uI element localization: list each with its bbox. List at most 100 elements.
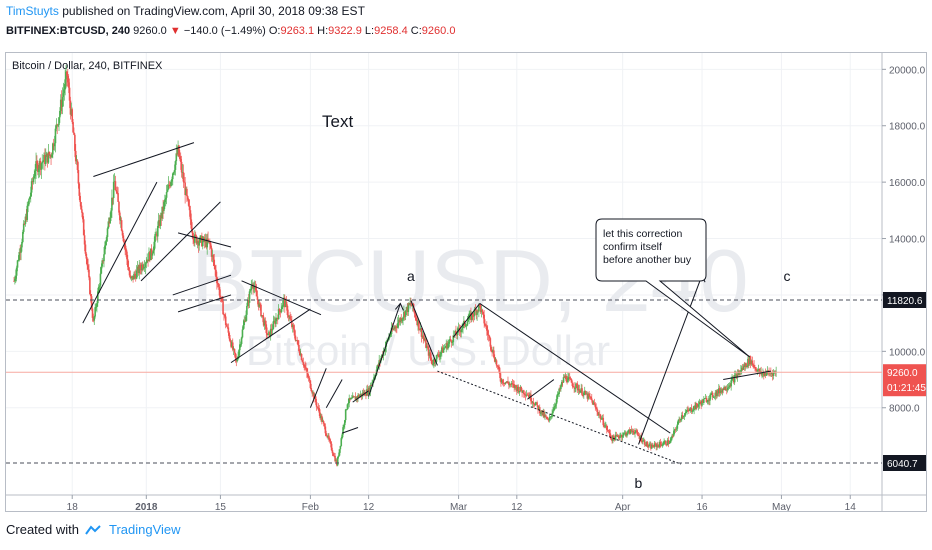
candle-body — [510, 382, 513, 385]
candle-body — [718, 388, 721, 393]
candle-body — [275, 318, 277, 325]
candle-body — [679, 419, 681, 421]
candle-body — [138, 264, 141, 274]
candle-body — [695, 403, 697, 409]
candle-body — [155, 233, 157, 235]
author-link[interactable]: TimStuyts — [6, 4, 59, 18]
last-price-value: 9260.0 — [133, 25, 167, 37]
candle-body — [371, 382, 373, 386]
callout-bubble — [595, 218, 751, 358]
candle-body — [771, 373, 774, 377]
candle-body — [80, 202, 82, 210]
candle-body — [529, 394, 531, 399]
candle-body — [271, 329, 274, 331]
candle-body — [232, 348, 235, 350]
candle-body — [173, 169, 176, 173]
candle-body — [605, 425, 607, 427]
candle-body — [432, 364, 434, 365]
candle-body — [696, 405, 699, 407]
candle-body — [634, 432, 636, 434]
candle-body — [556, 394, 559, 399]
candle-body — [142, 267, 145, 269]
candle-body — [274, 320, 276, 325]
candle-body — [242, 325, 245, 330]
candle-body — [748, 356, 751, 365]
candle-body — [261, 315, 264, 317]
candle-body — [530, 394, 532, 402]
open-label: O: — [268, 25, 281, 37]
candle-body — [561, 381, 564, 383]
high-value: 9322.9 — [328, 25, 362, 37]
candle-body — [680, 418, 682, 421]
candle-body — [135, 270, 138, 279]
candle-body — [172, 172, 175, 174]
candle-body — [294, 335, 297, 341]
candle-body — [426, 346, 428, 348]
candle-body — [494, 360, 497, 362]
candle-body — [42, 161, 44, 163]
candle-body — [319, 412, 321, 418]
candle-body — [196, 240, 199, 244]
candle-body — [147, 259, 149, 262]
candle-body — [201, 240, 204, 247]
candle-body — [389, 334, 392, 336]
candle-body — [314, 396, 317, 403]
candle-body — [39, 161, 42, 170]
candle-body — [447, 343, 449, 349]
callout-line: before another buy — [603, 254, 692, 266]
candle-body — [129, 275, 132, 279]
candle-body — [633, 432, 635, 434]
candle-body — [657, 444, 659, 446]
candle-body — [540, 410, 543, 414]
candle-body — [461, 328, 463, 330]
candle-body — [585, 393, 588, 395]
candle-body — [244, 320, 246, 322]
candle-body — [594, 404, 597, 408]
candle-body — [416, 319, 418, 325]
candle-body — [744, 363, 747, 367]
candle-body — [606, 429, 609, 431]
candle-body — [680, 415, 683, 419]
candle-body — [351, 397, 353, 399]
candle-body — [658, 445, 660, 448]
candle-body — [377, 365, 380, 366]
candle-body — [596, 408, 598, 412]
candle-body — [597, 411, 599, 415]
candle-body — [536, 402, 538, 406]
candle-body — [338, 449, 341, 456]
candle-body — [523, 390, 525, 395]
candle-body — [446, 343, 448, 349]
candle-body — [474, 309, 477, 311]
candle-body — [77, 169, 80, 184]
candle-body — [656, 444, 658, 448]
candle-body — [688, 410, 690, 412]
candle-body — [265, 324, 268, 334]
candle-body — [438, 356, 440, 358]
candle-body — [668, 442, 671, 444]
candle-body — [443, 347, 446, 349]
candle-body — [663, 442, 665, 445]
candle-body — [328, 435, 330, 440]
candle-body — [605, 425, 608, 430]
candle-body — [119, 212, 121, 221]
candle-body — [341, 434, 343, 439]
candle-body — [491, 349, 493, 352]
candle-body — [215, 269, 217, 277]
tradingview-brand[interactable]: TradingView — [108, 522, 181, 537]
candle-body — [89, 277, 91, 295]
candle-body — [324, 426, 327, 434]
candle-body — [48, 151, 51, 156]
x-tick-label: 18 — [67, 502, 79, 511]
candle-body — [528, 395, 530, 399]
candle-body — [403, 311, 406, 317]
candle-body — [273, 320, 276, 322]
candle-body — [708, 399, 710, 401]
candle-body — [28, 199, 30, 205]
created-with-label: Created with — [6, 522, 79, 537]
candle-body — [110, 210, 112, 218]
chart-panel[interactable]: BTCUSD, 240 Bitcoin / U.S. Dollar 8000.0 10… — [5, 52, 927, 512]
candle-body — [30, 181, 33, 193]
candle-body — [218, 286, 221, 296]
candle-body — [247, 300, 250, 303]
